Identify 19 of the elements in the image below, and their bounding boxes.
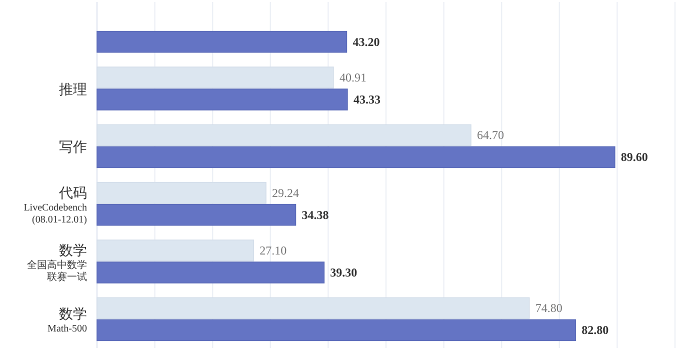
- data-label: 43.33: [353, 92, 380, 106]
- category: 推理: [59, 82, 87, 98]
- category: 代码: [59, 185, 87, 202]
- data-label: 64.70: [476, 128, 504, 142]
- data-label: 89.60: [620, 150, 648, 164]
- data-label: 82.80: [582, 323, 609, 338]
- data-label: 39.30: [330, 266, 358, 280]
- data-label: 40.91: [339, 70, 366, 84]
- data-label: 43.20: [352, 34, 380, 49]
- data-label: 74.80: [535, 301, 562, 316]
- category: 数学: [59, 306, 87, 323]
- data-label: 34.38: [302, 208, 329, 222]
- data-label: 27.10: [260, 244, 287, 258]
- category: 数学: [59, 243, 87, 259]
- category-note: LiveCodebench (08.01-12.01): [24, 202, 87, 226]
- category-note: 全国高中数学联赛一试: [27, 260, 87, 283]
- category-note: Math-500: [48, 324, 87, 335]
- category: 写作: [59, 140, 87, 156]
- data-label: 29.24: [272, 186, 300, 200]
